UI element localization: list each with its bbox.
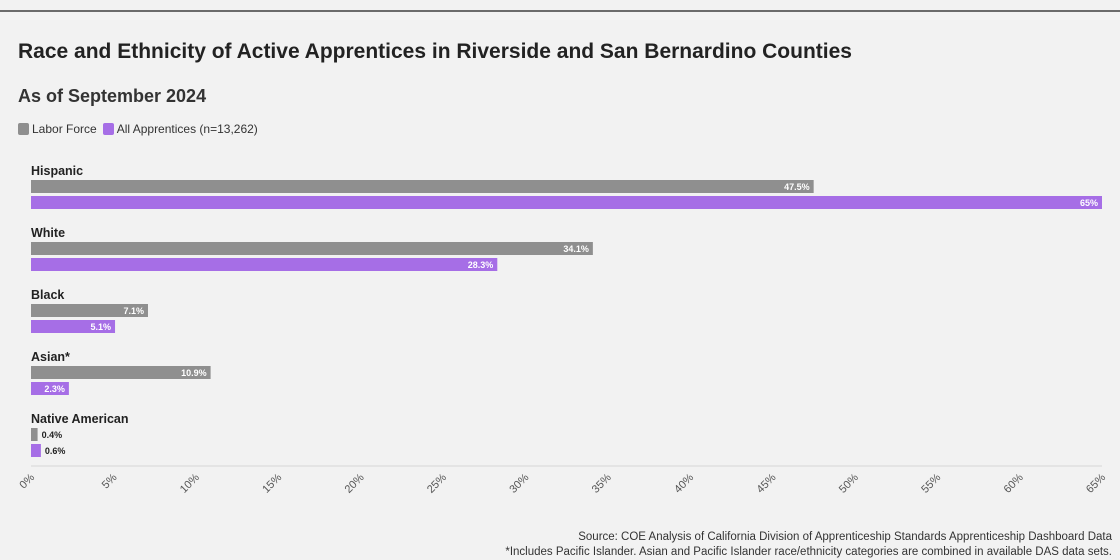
- legend-label-labor-force: Labor Force: [32, 122, 97, 136]
- source-note: Source: COE Analysis of California Divis…: [505, 530, 1112, 560]
- bar-asian-apprentices: [31, 382, 69, 395]
- chart-title: Race and Ethnicity of Active Apprentices…: [18, 40, 852, 63]
- chart-subtitle: As of September 2024: [18, 86, 207, 106]
- bar-hispanic-labor-force: [31, 180, 814, 193]
- data-label-native-american-apprentices: 0.6%: [45, 446, 66, 456]
- bar-asian-labor-force: [31, 366, 211, 379]
- bar-chart: Hispanic 47.5% 65% White 34.1% 28.3% Black 7.1%…: [17, 164, 1108, 496]
- x-tick-label: 35%: [590, 471, 614, 495]
- footnote-line: *Includes Pacific Islander. Asian and Pa…: [505, 546, 1112, 558]
- source-line: Source: COE Analysis of California Divis…: [578, 531, 1112, 543]
- data-label-white-apprentices: 28.3%: [468, 260, 494, 270]
- bar-white-apprentices: [31, 258, 498, 271]
- x-tick-label: 40%: [672, 471, 696, 495]
- data-label-black-labor-force: 7.1%: [123, 306, 144, 316]
- category-label-asian: Asian*: [31, 350, 70, 364]
- bar-native-american-apprentices: [31, 444, 41, 457]
- x-tick-label: 30%: [507, 471, 531, 495]
- x-tick-label: 15%: [260, 471, 284, 495]
- category-label-native-american: Native American: [31, 412, 129, 426]
- x-tick-label: 50%: [837, 471, 861, 495]
- data-label-hispanic-labor-force: 47.5%: [784, 182, 810, 192]
- x-tick-label: 0%: [17, 471, 37, 491]
- category-label-black: Black: [31, 288, 64, 302]
- x-tick-label: 55%: [919, 471, 943, 495]
- legend: Labor Force All Apprentices (n=13,262): [18, 122, 264, 136]
- data-label-black-apprentices: 5.1%: [91, 322, 112, 332]
- legend-label-apprentices: All Apprentices (n=13,262): [116, 122, 258, 136]
- x-tick-label: 10%: [178, 471, 202, 495]
- x-tick-label: 5%: [100, 471, 120, 491]
- data-label-white-labor-force: 34.1%: [563, 244, 589, 254]
- bar-white-labor-force: [31, 242, 593, 255]
- legend-swatch-apprentices: [102, 123, 114, 135]
- data-label-asian-apprentices: 2.3%: [44, 384, 65, 394]
- legend-swatch-labor-force: [18, 123, 29, 135]
- bar-black-apprentices: [31, 320, 116, 333]
- data-label-native-american-labor-force: 0.4%: [42, 430, 63, 440]
- category-label-white: White: [31, 226, 65, 240]
- x-tick-label: 25%: [425, 471, 449, 495]
- bar-native-american-labor-force: [31, 428, 38, 441]
- data-label-hispanic-apprentices: 65%: [1080, 198, 1098, 208]
- data-label-asian-labor-force: 10.9%: [181, 368, 207, 378]
- x-tick-label: 20%: [343, 471, 367, 495]
- bar-black-labor-force: [31, 304, 148, 317]
- x-tick-label: 65%: [1084, 471, 1108, 495]
- legend-item-apprentices[interactable]: All Apprentices (n=13,262): [102, 122, 258, 136]
- x-tick-label: 45%: [755, 471, 779, 495]
- bar-hispanic-apprentices: [31, 196, 1102, 209]
- legend-item-labor-force[interactable]: Labor Force: [18, 122, 97, 136]
- top-rule: [0, 10, 1120, 12]
- x-tick-label: 60%: [1002, 471, 1026, 495]
- category-label-hispanic: Hispanic: [31, 164, 83, 178]
